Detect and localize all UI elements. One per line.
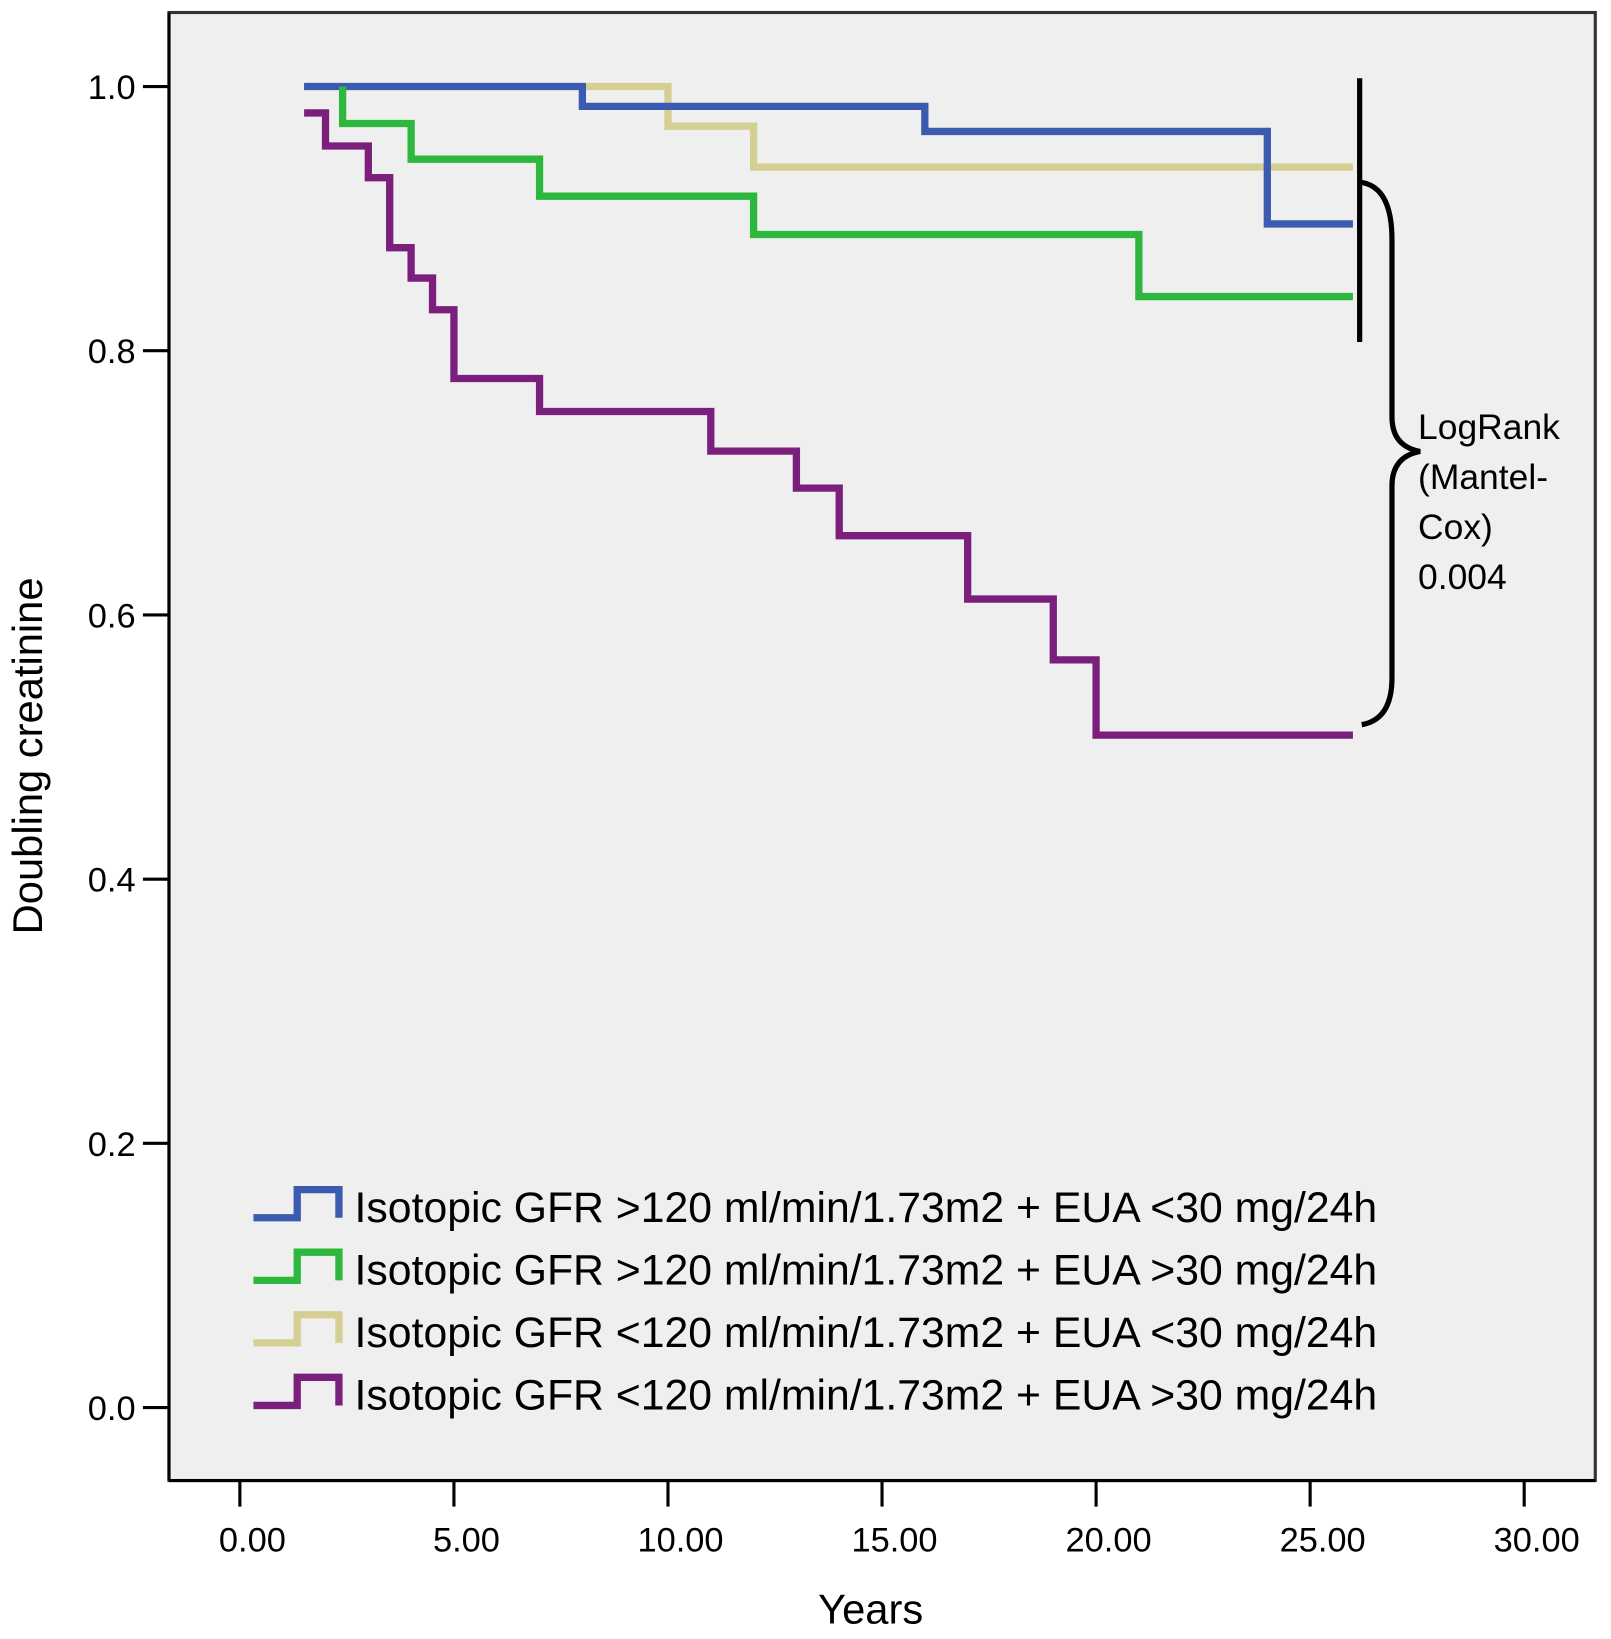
annotation-line: (Mantel- <box>1418 457 1548 497</box>
legend-item: Isotopic GFR <120 ml/min/1.73m2 + EUA >3… <box>253 1372 1377 1420</box>
series-lines <box>304 82 1353 739</box>
series-line-2 <box>338 86 1353 301</box>
y-tick-label: 1.0 <box>88 69 136 107</box>
x-tick-label: 20.00 <box>1066 1521 1152 1559</box>
legend-swatch-icon <box>253 1373 343 1410</box>
legend-item: Isotopic GFR <120 ml/min/1.73m2 + EUA <3… <box>253 1309 1377 1357</box>
legend-item: Isotopic GFR >120 ml/min/1.73m2 + EUA >3… <box>253 1247 1377 1295</box>
y-tick-label: 0.6 <box>88 597 136 635</box>
y-tick-label: 0.2 <box>88 1126 136 1164</box>
x-tick-label: 10.00 <box>637 1521 723 1559</box>
series-line-1 <box>304 82 1353 228</box>
series-line-4 <box>304 109 1353 739</box>
x-axis-label: Years <box>818 1585 923 1632</box>
x-tick-label: 15.00 <box>852 1521 938 1559</box>
legend-label: Isotopic GFR <120 ml/min/1.73m2 + EUA >3… <box>355 1372 1378 1420</box>
x-tick-label: 5.00 <box>433 1521 500 1559</box>
censor-bracket: LogRank (Mantel- Cox) 0.004 <box>1357 78 1570 728</box>
annotation-text: LogRank (Mantel- Cox) 0.004 <box>1418 407 1570 597</box>
x-tick-label: 0.00 <box>219 1521 286 1559</box>
axes: 0.00 5.00 10.00 15.00 20.00 25.00 30.00 0.0 0.2 0… <box>88 12 1596 1559</box>
y-axis-label: Doubling creatinine <box>4 577 51 934</box>
annotation-line: LogRank <box>1418 407 1560 447</box>
y-tick-label: 0.0 <box>88 1390 136 1428</box>
legend-label: Isotopic GFR >120 ml/min/1.73m2 + EUA >3… <box>355 1247 1378 1295</box>
annotation-line: 0.004 <box>1418 557 1507 597</box>
legend-item: Isotopic GFR >120 ml/min/1.73m2 + EUA <3… <box>253 1184 1377 1232</box>
legend-swatch-icon <box>253 1185 343 1222</box>
series-line-3 <box>304 82 1353 171</box>
legend-label: Isotopic GFR <120 ml/min/1.73m2 + EUA <3… <box>355 1309 1378 1357</box>
legend: Isotopic GFR >120 ml/min/1.73m2 + EUA <3… <box>253 1184 1377 1420</box>
annotation-line: Cox) <box>1418 507 1493 547</box>
legend-swatch-icon <box>253 1311 343 1347</box>
x-tick-label: 25.00 <box>1280 1521 1366 1559</box>
y-tick-label: 0.8 <box>88 333 136 371</box>
legend-label: Isotopic GFR >120 ml/min/1.73m2 + EUA <3… <box>355 1184 1378 1232</box>
y-tick-label: 0.4 <box>88 862 136 900</box>
x-tick-label: 30.00 <box>1494 1521 1580 1559</box>
curly-brace <box>1361 179 1421 728</box>
legend-swatch-icon <box>253 1248 343 1284</box>
